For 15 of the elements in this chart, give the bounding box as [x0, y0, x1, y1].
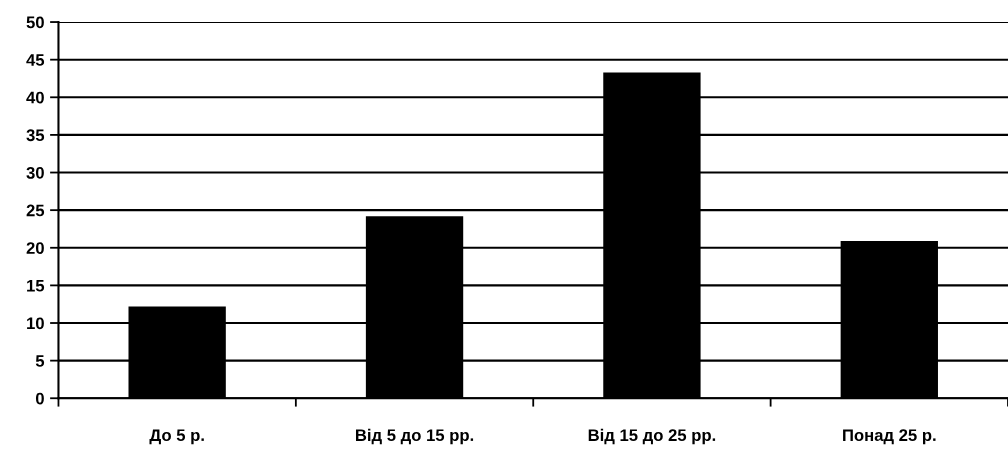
y-tick-label: 45 [26, 54, 45, 66]
y-tick-label: 0 [35, 392, 44, 405]
y-tick-label: 15 [27, 279, 45, 292]
x-tick-label: До 5 р. [149, 429, 204, 445]
y-tick-label: 50 [26, 16, 44, 29]
y-tick-label: 30 [26, 166, 44, 179]
y-tick-label: 35 [26, 129, 45, 142]
y-tick-label: 20 [26, 242, 44, 254]
y-tick-label: 5 [35, 355, 45, 367]
y-tick-label: 10 [27, 317, 44, 330]
x-tick-label: Від 5 до 15 рр. [355, 428, 474, 445]
x-tick-label: Понад 25 р. [843, 429, 936, 445]
y-tick-label: 25 [26, 204, 45, 217]
y-tick-label: 40 [26, 91, 44, 104]
x-tick-label: Від 15 до 25 рр. [588, 428, 716, 445]
